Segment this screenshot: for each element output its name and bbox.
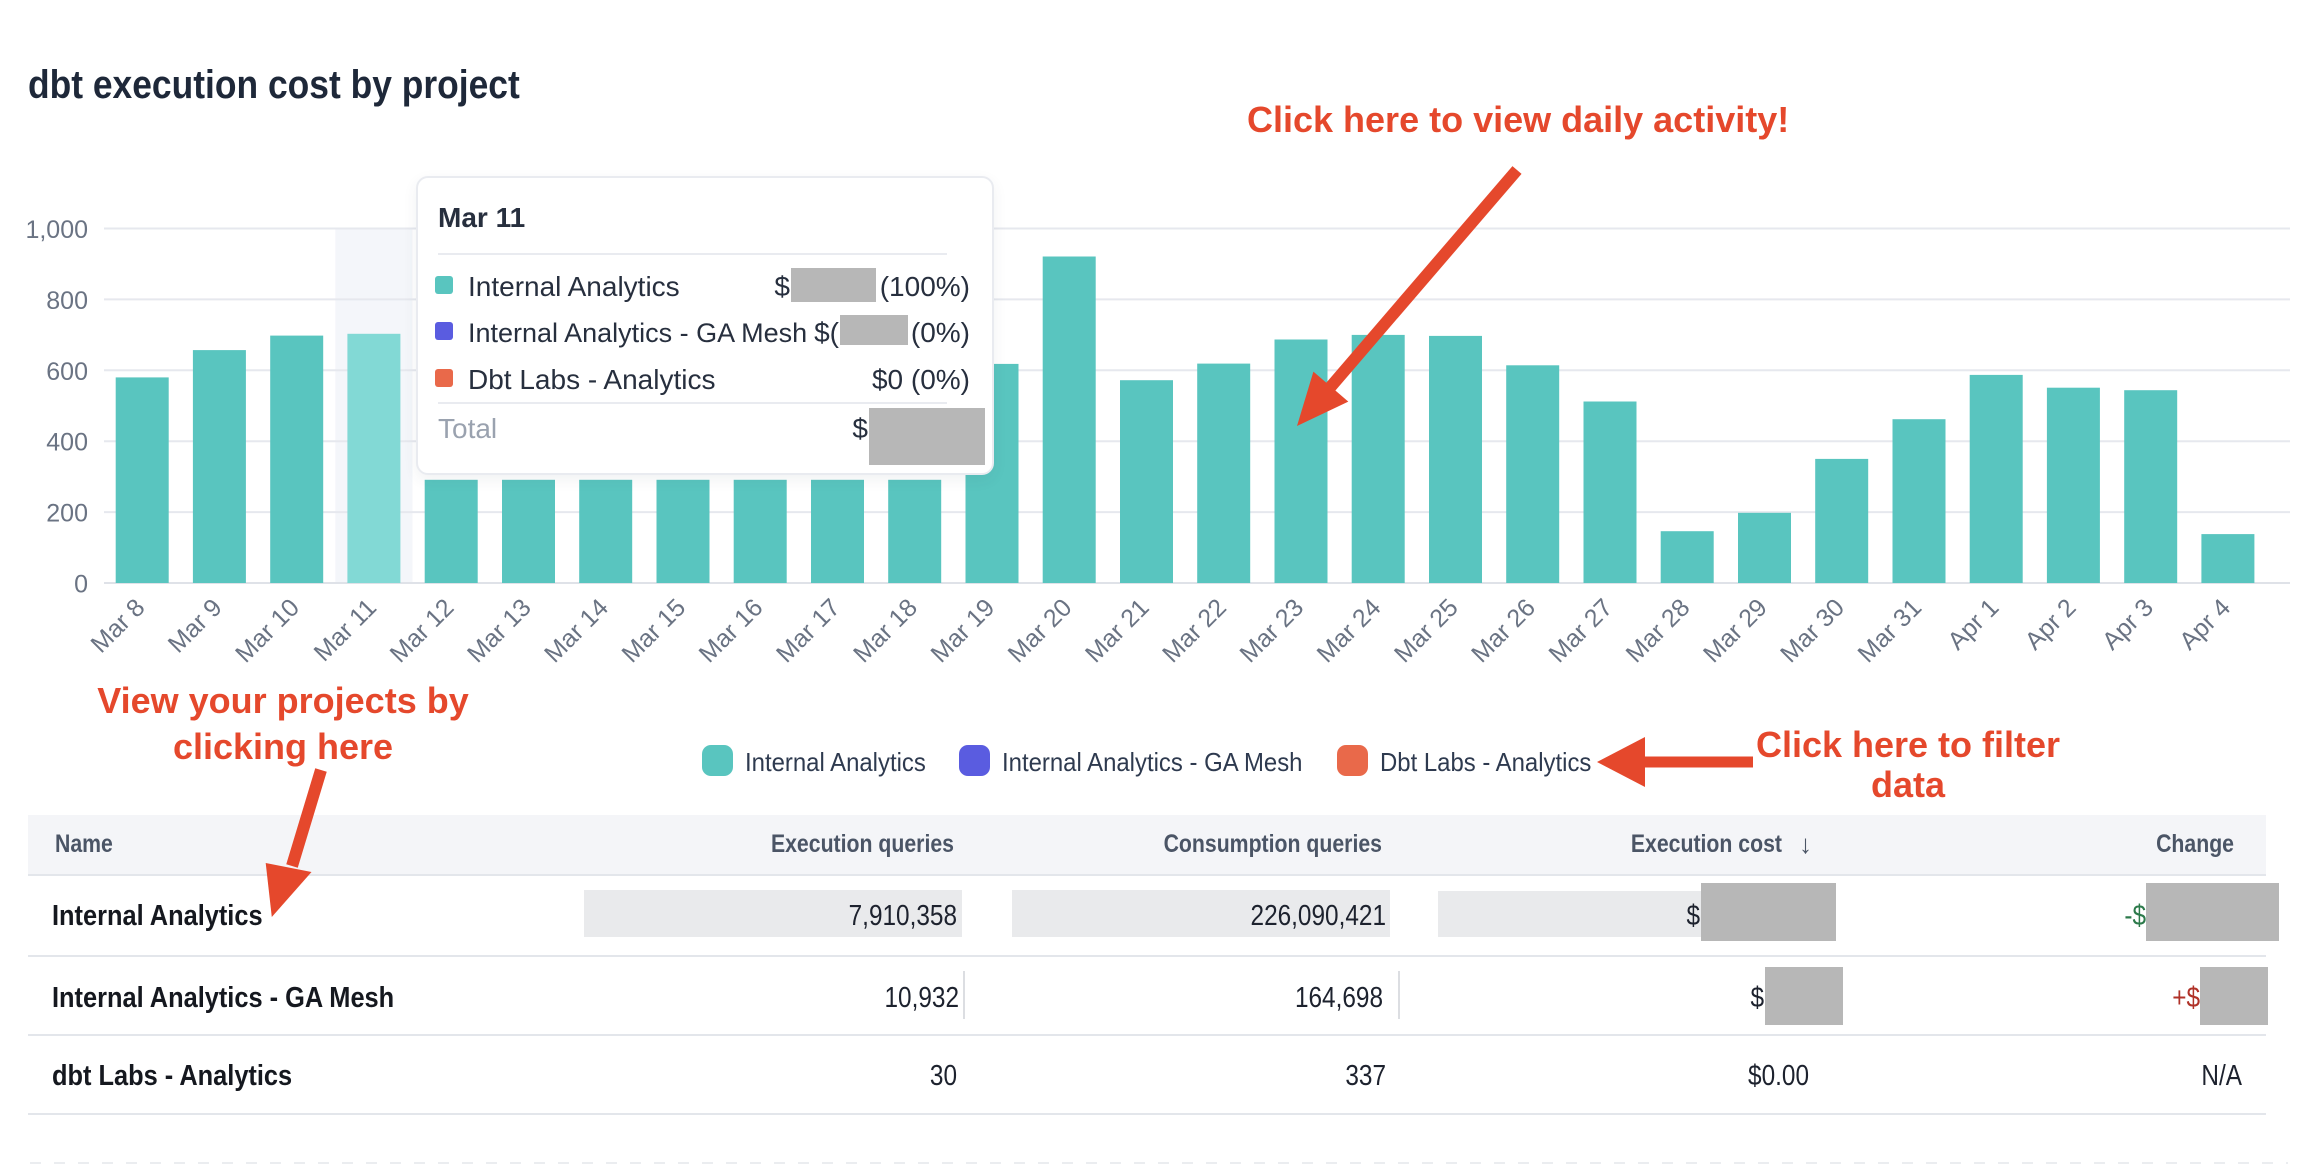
svg-text:600: 600 bbox=[46, 358, 88, 386]
svg-text:Mar 28: Mar 28 bbox=[1621, 593, 1696, 668]
svg-text:1,000: 1,000 bbox=[25, 216, 88, 244]
svg-text:Mar 17: Mar 17 bbox=[771, 593, 846, 668]
svg-text:400: 400 bbox=[46, 429, 88, 457]
svg-text:Mar 9: Mar 9 bbox=[163, 593, 228, 658]
svg-text:Mar 24: Mar 24 bbox=[1312, 593, 1387, 668]
svg-text:Mar 26: Mar 26 bbox=[1466, 593, 1541, 668]
svg-text:Mar 23: Mar 23 bbox=[1234, 593, 1309, 668]
svg-text:Apr 2: Apr 2 bbox=[2020, 593, 2082, 655]
svg-text:Mar 18: Mar 18 bbox=[848, 593, 923, 668]
svg-text:Apr 1: Apr 1 bbox=[1942, 593, 2004, 655]
svg-text:Mar 19: Mar 19 bbox=[925, 593, 1000, 668]
svg-text:800: 800 bbox=[46, 287, 88, 315]
svg-text:Mar 29: Mar 29 bbox=[1698, 593, 1773, 668]
svg-text:Mar 15: Mar 15 bbox=[616, 593, 691, 668]
svg-text:Mar 30: Mar 30 bbox=[1775, 593, 1850, 668]
svg-text:Apr 3: Apr 3 bbox=[2097, 593, 2159, 655]
svg-text:Mar 27: Mar 27 bbox=[1543, 593, 1618, 668]
svg-text:Mar 13: Mar 13 bbox=[462, 593, 537, 668]
svg-text:Mar 14: Mar 14 bbox=[539, 593, 614, 668]
svg-text:0: 0 bbox=[74, 571, 88, 599]
svg-text:Mar 20: Mar 20 bbox=[1003, 593, 1078, 668]
svg-text:Apr 4: Apr 4 bbox=[2174, 593, 2236, 655]
svg-text:Mar 8: Mar 8 bbox=[85, 593, 150, 658]
svg-text:Mar 12: Mar 12 bbox=[385, 593, 460, 668]
svg-text:Mar 22: Mar 22 bbox=[1157, 593, 1232, 668]
svg-text:Mar 16: Mar 16 bbox=[694, 593, 769, 668]
svg-text:Mar 31: Mar 31 bbox=[1852, 593, 1927, 668]
svg-text:Mar 21: Mar 21 bbox=[1080, 593, 1155, 668]
svg-text:Mar 25: Mar 25 bbox=[1389, 593, 1464, 668]
svg-text:200: 200 bbox=[46, 500, 88, 528]
svg-text:Mar 10: Mar 10 bbox=[230, 593, 305, 668]
svg-text:Mar 11: Mar 11 bbox=[309, 593, 383, 667]
